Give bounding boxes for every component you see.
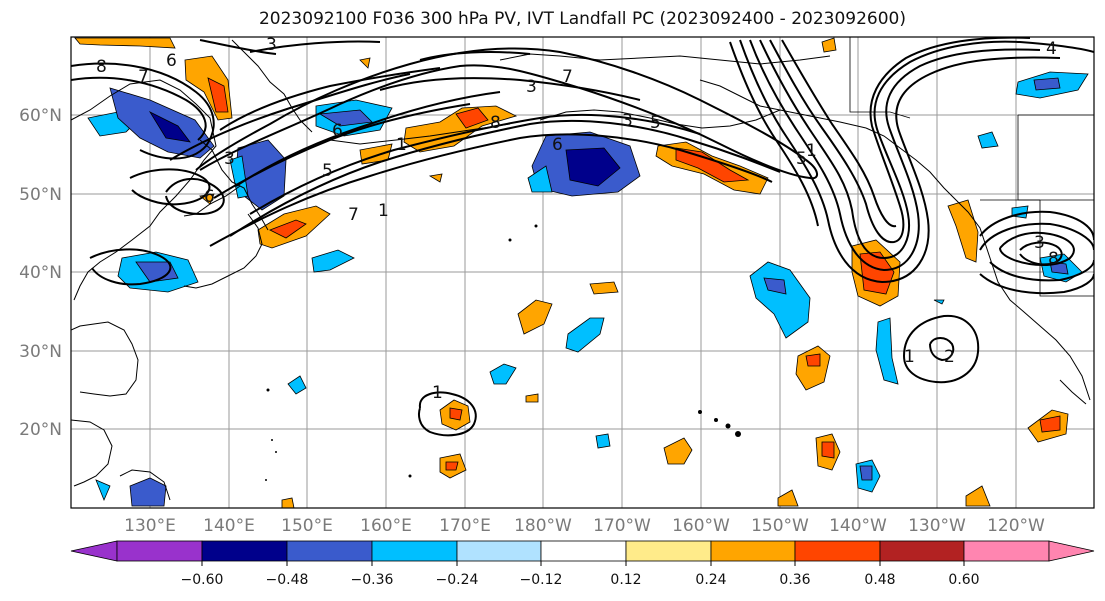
pv-label: 5 — [322, 161, 333, 181]
lon-label: 140°W — [829, 516, 887, 536]
colorbar-under-extension — [70, 540, 118, 562]
colorbar-tick-label: −0.12 — [520, 572, 563, 588]
colorbar-segment — [456, 540, 542, 562]
pv-label: 5 — [650, 113, 661, 133]
colorbar-segment — [540, 540, 627, 562]
colorbar-tick-label: 0.24 — [695, 572, 726, 588]
pv-label: 7 — [562, 67, 573, 87]
lat-label: 60°N — [19, 106, 62, 126]
lon-label: 130°W — [908, 516, 966, 536]
pv-label: 1 — [806, 141, 817, 161]
pv-label: 6 — [166, 51, 177, 71]
colorbar-tick-label: 0.48 — [864, 572, 895, 588]
pv-label: 3 — [1034, 233, 1045, 253]
pv-label: 3 — [526, 77, 537, 97]
pv-label: 3 — [622, 111, 633, 131]
lon-label: 120°W — [987, 516, 1045, 536]
pv-label: 1 — [904, 347, 915, 367]
colorbar-tick-label: 0.36 — [779, 572, 810, 588]
lat-label: 20°N — [19, 420, 62, 440]
colorbar — [70, 540, 1095, 566]
pv-label: 6 — [552, 135, 563, 155]
lat-label: 40°N — [19, 263, 62, 283]
lon-labels: 130°E 140°E 150°E 160°E 170°E 180°W 170°… — [124, 516, 1045, 536]
colorbar-tick-label: −0.60 — [181, 572, 224, 588]
pv-label: 3 — [224, 149, 235, 169]
pv-label: 1 — [378, 201, 389, 221]
lon-label: 160°E — [360, 516, 412, 536]
islands — [265, 224, 741, 481]
colorbar-segment — [116, 540, 203, 562]
colorbar-segment — [710, 540, 796, 562]
pv-label: 7 — [138, 67, 149, 87]
colorbar-segment — [879, 540, 965, 562]
colorbar-tick-label: −0.48 — [266, 572, 309, 588]
lon-label: 180°W — [514, 516, 572, 536]
map-title: 2023092100 F036 300 hPa PV, IVT Landfall… — [258, 9, 906, 29]
colorbar-segment — [963, 540, 1050, 562]
lon-label: 170°E — [439, 516, 491, 536]
map-frame — [70, 36, 1095, 509]
pv-label: 8 — [1048, 249, 1059, 269]
colorbar-over-extension — [1048, 540, 1095, 562]
pv-label: 6 — [332, 121, 343, 141]
lat-label: 50°N — [19, 185, 62, 205]
pv-contour-labels: 3 8 7 6 3 6 5 1 6 7 1 8 3 6 5 7 3 5 1 4 … — [96, 35, 1059, 403]
pv-label: 8 — [490, 113, 501, 133]
lat-labels: 60°N 50°N 40°N 30°N 20°N — [19, 106, 62, 440]
lon-label: 150°W — [751, 516, 809, 536]
lon-label: 140°E — [203, 516, 255, 536]
pv-label: 6 — [204, 187, 215, 207]
colorbar-segment — [286, 540, 373, 562]
pv-label: 1 — [396, 135, 407, 155]
pv-label: 1 — [432, 383, 443, 403]
colorbar-tick-labels: −0.60 −0.48 −0.36 −0.24 −0.12 0.12 0.24 … — [181, 572, 980, 588]
colorbar-tick-label: −0.36 — [351, 572, 394, 588]
lon-label: 130°E — [124, 516, 176, 536]
pv-label: 3 — [266, 35, 277, 55]
pv-contours — [71, 37, 1094, 437]
pv-label: 7 — [348, 205, 359, 225]
pv-label: 4 — [1046, 39, 1057, 59]
pv-label: 8 — [96, 57, 107, 77]
lat-label: 30°N — [19, 342, 62, 362]
colorbar-tick-label: −0.24 — [436, 572, 479, 588]
colorbar-tick-label: 0.12 — [610, 572, 641, 588]
colorbar-segment — [794, 540, 881, 562]
ivt-shading — [74, 37, 1089, 508]
colorbar-segment — [625, 540, 712, 562]
colorbar-tick-label: 0.60 — [948, 572, 979, 588]
pv-label: 2 — [944, 347, 955, 367]
lon-label: 150°E — [281, 516, 333, 536]
colorbar-segment — [201, 540, 288, 562]
lon-label: 170°W — [593, 516, 651, 536]
colorbar-segment — [371, 540, 458, 562]
pv-label: 5 — [796, 149, 807, 169]
lon-label: 160°W — [672, 516, 730, 536]
